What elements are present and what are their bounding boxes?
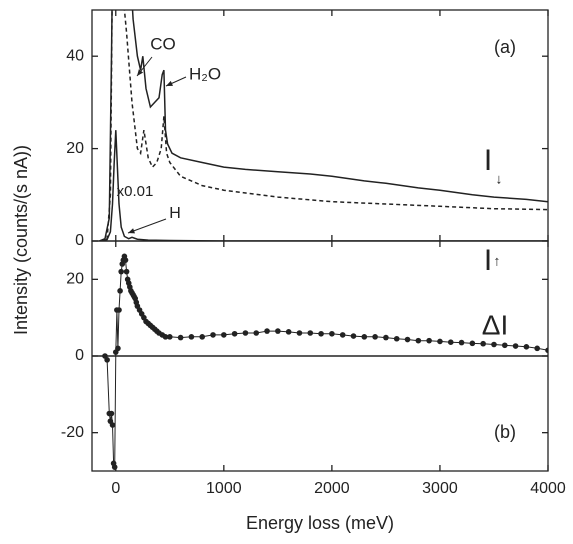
y-tick-label: 0 bbox=[75, 347, 84, 364]
x-tick-label: 1000 bbox=[206, 480, 242, 497]
y-tick-label: 20 bbox=[66, 271, 84, 288]
data-point bbox=[469, 340, 476, 347]
data-point bbox=[534, 345, 540, 352]
y-tick-label: 20 bbox=[66, 140, 84, 157]
data-point bbox=[545, 347, 548, 354]
data-point bbox=[501, 342, 508, 349]
data-line bbox=[99, 10, 548, 241]
data-point bbox=[177, 334, 184, 341]
data-point bbox=[116, 307, 122, 313]
data-point bbox=[437, 338, 443, 345]
annotation: x0.01 bbox=[117, 183, 154, 200]
x-tick-label: 2000 bbox=[314, 480, 350, 497]
arrow bbox=[127, 218, 167, 234]
x-tick-label: 3000 bbox=[422, 480, 458, 497]
data-point bbox=[296, 330, 303, 336]
annotation: CO bbox=[150, 34, 176, 53]
data-point bbox=[415, 337, 422, 344]
annotation: (b) bbox=[494, 422, 516, 442]
data-point bbox=[122, 257, 129, 263]
x-tick-label: 4000 bbox=[530, 480, 566, 497]
data-point bbox=[404, 336, 411, 343]
data-line bbox=[104, 254, 548, 468]
data-point bbox=[361, 334, 368, 340]
data-point bbox=[115, 345, 121, 352]
data-point bbox=[123, 268, 130, 275]
annotation: ↑ bbox=[494, 253, 501, 269]
annotation: I bbox=[484, 144, 492, 177]
data-point bbox=[253, 330, 260, 336]
data-point bbox=[118, 268, 124, 275]
arrow-head bbox=[166, 80, 173, 86]
x-axis-label: Energy loss (meV) bbox=[246, 513, 394, 533]
data-point bbox=[210, 332, 216, 338]
data-point bbox=[188, 334, 195, 340]
data-point bbox=[426, 337, 432, 344]
data-point bbox=[447, 339, 454, 346]
data-point bbox=[458, 339, 465, 346]
data-point bbox=[221, 332, 227, 338]
annotation: I bbox=[484, 244, 492, 277]
data-point bbox=[275, 328, 281, 334]
data-point bbox=[480, 340, 486, 347]
arrow-head bbox=[128, 228, 135, 234]
x-tick-label: 0 bbox=[111, 480, 120, 497]
annotation: (a) bbox=[494, 37, 516, 57]
data-point bbox=[318, 330, 324, 337]
data-point bbox=[242, 330, 249, 336]
y-tick-label: 0 bbox=[75, 232, 84, 249]
data-point bbox=[111, 464, 118, 470]
data-point bbox=[491, 341, 497, 348]
y-tick-label: 40 bbox=[66, 47, 84, 64]
data-point bbox=[383, 334, 389, 341]
y-axis-label: Intensity (counts/(s nA)) bbox=[11, 145, 31, 335]
data-line bbox=[99, 10, 548, 241]
data-point bbox=[104, 357, 110, 363]
y-tick-label: -20 bbox=[61, 424, 84, 441]
annotation: ↓ bbox=[496, 171, 503, 187]
label-gap bbox=[482, 148, 494, 176]
data-point bbox=[167, 334, 173, 340]
data-point bbox=[350, 333, 357, 339]
label-gap bbox=[482, 248, 494, 276]
data-point bbox=[339, 332, 346, 338]
data-point bbox=[393, 335, 400, 342]
annotation: H bbox=[169, 205, 181, 222]
data-point bbox=[285, 329, 292, 335]
data-point bbox=[329, 330, 335, 337]
data-point bbox=[162, 334, 169, 340]
data-point bbox=[307, 330, 314, 336]
annotation: ΔI bbox=[482, 309, 508, 340]
data-point bbox=[264, 328, 270, 334]
data-line bbox=[99, 130, 548, 241]
data-point bbox=[523, 344, 530, 350]
data-point bbox=[108, 410, 115, 417]
data-point bbox=[199, 334, 206, 340]
arrow-head bbox=[137, 69, 144, 76]
data-point bbox=[231, 330, 238, 337]
data-point bbox=[372, 334, 378, 340]
data-point bbox=[109, 422, 116, 428]
data-point bbox=[512, 343, 519, 349]
annotation: H₂O bbox=[189, 64, 221, 83]
data-point bbox=[117, 288, 123, 294]
